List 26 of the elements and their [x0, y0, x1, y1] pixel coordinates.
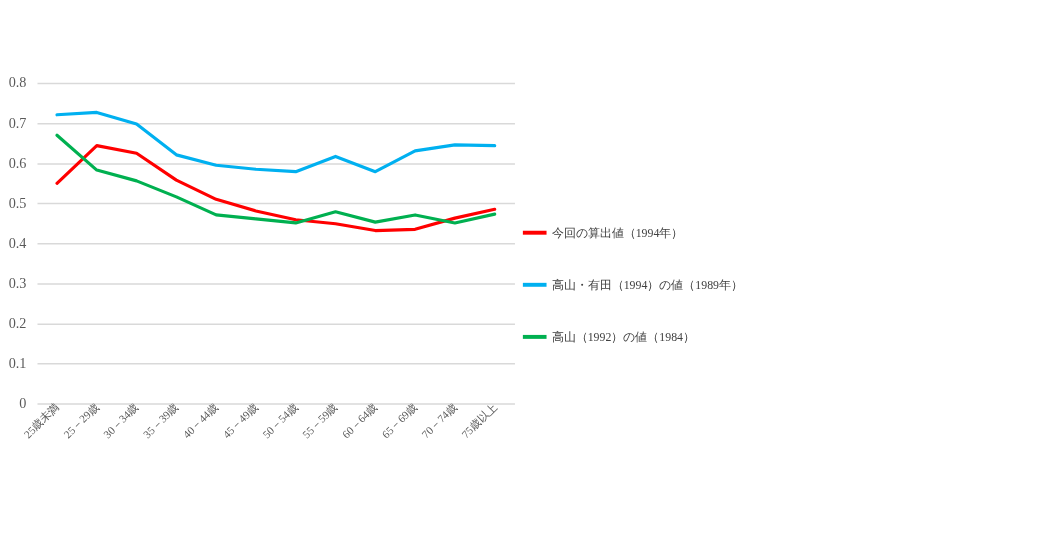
y-tick-label: 0.7 — [8, 114, 27, 131]
x-tick-label: 35－39歳 — [140, 400, 181, 441]
x-tick-label: 55－59歳 — [299, 400, 340, 441]
line-series — [55, 110, 497, 174]
legend-label: 今回の算出値（1994年） — [551, 225, 684, 240]
y-tick-label: 0.8 — [8, 74, 27, 91]
legend-label: 高山（1992）の値（1984） — [551, 329, 695, 344]
x-tick-label: 30－34歳 — [100, 400, 141, 441]
y-tick-label: 0.1 — [8, 354, 27, 371]
x-tick-label: 50－54歳 — [260, 400, 300, 441]
x-tick-label: 60－64歳 — [339, 400, 380, 441]
legend-label: 高山・有田（1994）の値（1989年） — [551, 277, 743, 292]
x-tick-label: 45－49歳 — [220, 400, 260, 441]
x-tick-label: 25－29歳 — [61, 400, 101, 441]
y-tick-label: 0.3 — [8, 274, 27, 291]
y-tick-label: 0.5 — [8, 194, 27, 211]
x-tick-label: 40－44歳 — [180, 400, 221, 441]
x-tick-label: 70－74歳 — [419, 400, 459, 441]
y-tick-label: 0 — [19, 394, 27, 411]
x-tick-label: 75歳以上 — [459, 400, 499, 441]
y-tick-label: 0.4 — [8, 234, 27, 251]
x-tick-label: 65－69歳 — [379, 400, 420, 441]
line-series — [55, 133, 497, 225]
y-tick-label: 0.2 — [8, 314, 27, 331]
y-tick-label: 0.6 — [8, 154, 27, 171]
line-series — [55, 144, 497, 233]
